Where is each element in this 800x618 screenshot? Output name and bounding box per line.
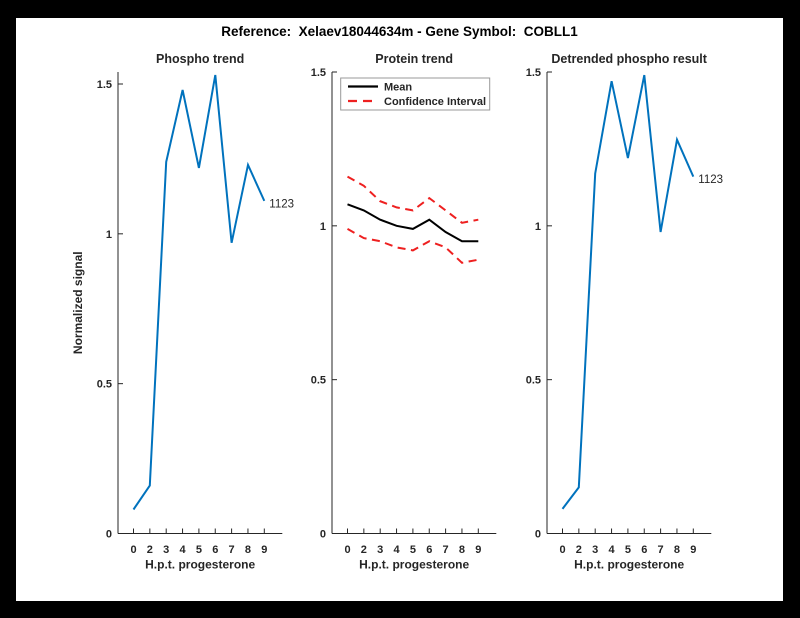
- x-tick-label: 2: [361, 544, 367, 556]
- x-tick-label: 4: [608, 544, 615, 556]
- x-tick-label: 6: [212, 544, 218, 556]
- y-tick-label: 1: [106, 229, 112, 241]
- x-tick-label: 9: [261, 544, 267, 556]
- x-tick-label: 0: [559, 544, 565, 556]
- x-tick-label: 5: [410, 544, 416, 556]
- y-tick-label: 1.5: [311, 67, 326, 79]
- subplot-title: Protein trend: [375, 52, 453, 66]
- series-confidence-lower: [347, 228, 479, 264]
- x-tick-label: 4: [179, 544, 186, 556]
- series-confidence-upper: [347, 175, 479, 224]
- y-axis-label: Normalized signal: [71, 251, 85, 354]
- x-tick-label: 6: [426, 544, 432, 556]
- legend-border: [340, 77, 491, 111]
- x-tick-label: 4: [393, 544, 400, 556]
- x-tick-label: 8: [459, 544, 465, 556]
- x-axis-label: H.p.t. progesterone: [145, 558, 255, 572]
- y-tick-label: 1.5: [526, 67, 541, 79]
- legend-label: Confidence Interval: [384, 96, 486, 108]
- x-tick-label: 7: [658, 544, 664, 556]
- y-tick-label: 0.5: [97, 379, 112, 391]
- y-tick-label: 1.5: [97, 79, 112, 91]
- y-tick-label: 1: [535, 221, 541, 233]
- x-tick-label: 8: [245, 544, 251, 556]
- x-tick-label: 7: [229, 544, 235, 556]
- legend-label: Mean: [384, 82, 412, 94]
- x-tick-label: 3: [592, 544, 598, 556]
- figure-title: Reference: Xelaev18044634m - Gene Symbol…: [221, 24, 578, 39]
- y-tick-label: 1: [320, 221, 326, 233]
- x-tick-label: 0: [344, 544, 350, 556]
- y-tick-label: 0: [106, 529, 112, 541]
- x-tick-label: 5: [625, 544, 631, 556]
- x-axis-label: H.p.t. progesterone: [359, 558, 469, 572]
- series-mean: [347, 203, 479, 243]
- x-tick-label: 7: [443, 544, 449, 556]
- line-end-annotation: 1123: [269, 198, 294, 210]
- x-tick-label: 5: [196, 544, 202, 556]
- series-detrended-phospho: [561, 74, 695, 510]
- x-tick-label: 8: [674, 544, 680, 556]
- x-tick-label: 9: [475, 544, 481, 556]
- x-tick-label: 9: [690, 544, 696, 556]
- series-phospho-signal: [132, 74, 266, 511]
- x-tick-label: 3: [163, 544, 169, 556]
- y-tick-label: 0: [320, 529, 326, 541]
- subplot-title: Phospho trend: [156, 52, 244, 66]
- line-end-annotation: 1123: [698, 174, 723, 186]
- x-axis-label: H.p.t. progesterone: [574, 558, 684, 572]
- x-tick-label: 6: [641, 544, 647, 556]
- x-tick-label: 0: [130, 544, 136, 556]
- x-tick-label: 2: [576, 544, 582, 556]
- subplot-title: Detrended phospho result: [551, 52, 707, 66]
- y-tick-label: 0.5: [526, 375, 541, 387]
- y-tick-label: 0.5: [311, 375, 326, 387]
- legend-box: Mean Confidence Interval: [340, 77, 491, 111]
- y-tick-label: 0: [535, 529, 541, 541]
- figure-canvas: Reference: Xelaev18044634m - Gene Symbol…: [16, 18, 783, 601]
- x-tick-label: 2: [147, 544, 153, 556]
- x-tick-label: 3: [377, 544, 383, 556]
